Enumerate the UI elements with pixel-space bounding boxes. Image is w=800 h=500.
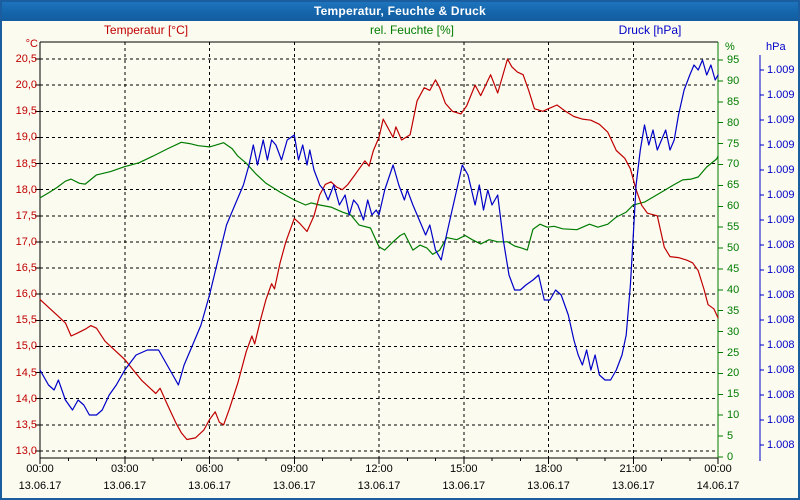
pressure-axis-tick-label: 1.008 <box>767 314 795 326</box>
legend-humidity: rel. Feuchte [%] <box>369 23 455 37</box>
humidity-axis-tick-label: 95 <box>727 54 740 66</box>
time-tick-label: 15:00 <box>449 463 478 475</box>
legend-pressure: Druck [hPa] <box>618 23 682 37</box>
temp-axis-tick-label: 17,0 <box>15 235 37 248</box>
title-bar[interactable]: Temperatur, Feuchte & Druck <box>2 2 798 21</box>
pressure-axis-tick-label: 1.008 <box>767 264 795 276</box>
temp-axis-tick-label: 15,5 <box>15 314 37 327</box>
pressure-axis-tick-label: 1.008 <box>767 439 795 451</box>
temp-axis-tick-label: 20,0 <box>15 79 37 92</box>
humidity-axis-tick-label: 35 <box>727 304 740 317</box>
temp-axis-tick-label: 19,5 <box>15 105 37 118</box>
date-tick-label: 13.06.17 <box>442 480 486 492</box>
temp-axis-tick-label: 19,0 <box>15 131 37 144</box>
humidity-axis-tick-label: 90 <box>727 74 740 87</box>
humidity-axis-tick-label: 70 <box>727 158 740 171</box>
pressure-axis-tick-label: 1.008 <box>767 414 795 426</box>
time-tick-label: 06:00 <box>195 463 224 475</box>
pressure-axis-tick-label: 1.008 <box>767 239 795 251</box>
temp-axis-tick-label: 14,0 <box>15 392 37 405</box>
time-tick-label: 09:00 <box>280 463 309 475</box>
temp-axis-tick-label: 15,0 <box>15 340 37 353</box>
temp-axis-tick-label: 13,5 <box>15 418 37 431</box>
humidity-axis-tick-label: 65 <box>727 179 740 192</box>
humidity-axis-tick-label: 10 <box>727 409 740 422</box>
temp-axis-tick-label: 13,0 <box>15 445 37 457</box>
date-tick-label: 13.06.17 <box>272 480 316 492</box>
humidity-axis-tick-label: 5 <box>727 430 734 443</box>
date-tick-label: 13.06.17 <box>188 480 231 492</box>
humidity-axis-tick-label: 0 <box>727 451 734 463</box>
pressure-axis-tick-label: 1.008 <box>767 389 795 401</box>
date-tick-label: 13.06.17 <box>103 480 147 492</box>
humidity-axis-tick-label: 45 <box>727 262 740 275</box>
pressure-axis-tick-label: 1.008 <box>767 289 795 301</box>
humidity-axis-tick-label: 75 <box>727 137 740 150</box>
temp-axis-tick-label: 17,5 <box>15 209 37 222</box>
pressure-axis-tick-label: 1.008 <box>767 339 795 351</box>
humidity-series-line <box>39 141 719 255</box>
humidity-axis-tick-label: 55 <box>727 221 740 234</box>
pressure-series-line <box>39 59 719 416</box>
temp-axis-tick-label: 14,5 <box>15 366 37 379</box>
pressure-axis-tick-label: 1.009 <box>767 114 795 126</box>
humidity-axis-tick-label: 80 <box>727 116 740 129</box>
date-tick-label: 14.06.17 <box>696 480 740 492</box>
time-tick-label: 18:00 <box>534 463 563 475</box>
pressure-axis-tick-label: 1.009 <box>767 139 795 151</box>
humidity-axis-tick-label: 30 <box>727 325 740 338</box>
time-tick-label: 03:00 <box>110 463 139 475</box>
pressure-axis-unit-label: hPa <box>766 41 786 53</box>
temp-axis-unit-label: °C <box>25 38 38 50</box>
humidity-axis-tick-label: 85 <box>727 95 740 108</box>
pressure-axis-tick-label: 1.009 <box>767 164 795 176</box>
time-tick-label: 00:00 <box>704 463 732 475</box>
humidity-axis-tick-label: 40 <box>727 283 740 296</box>
window-title: Temperatur, Feuchte & Druck <box>314 4 486 18</box>
legend-temperature: Temperatur [°C] <box>103 23 189 37</box>
pressure-axis-tick-label: 1.009 <box>767 64 795 76</box>
humidity-axis-tick-label: 60 <box>727 200 740 213</box>
temp-axis-tick-label: 18,0 <box>15 183 37 196</box>
humidity-axis-tick-label: 15 <box>727 388 740 401</box>
humidity-axis-tick-label: 20 <box>727 367 740 380</box>
time-tick-label: 00:00 <box>26 463 54 475</box>
pressure-axis-tick-label: 1.008 <box>767 364 795 376</box>
date-tick-label: 13.06.17 <box>527 480 570 492</box>
time-tick-label: 21:00 <box>619 463 648 475</box>
humidity-axis-unit-label: % <box>725 41 735 53</box>
time-tick-label: 12:00 <box>365 463 393 475</box>
temp-axis-tick-label: 20,5 <box>15 53 37 65</box>
temperature-series-line <box>39 58 719 441</box>
pressure-axis-tick-label: 1.009 <box>767 214 795 226</box>
date-tick-label: 13.06.17 <box>357 480 401 492</box>
temp-axis-tick-label: 16,5 <box>15 262 37 275</box>
pressure-axis-tick-label: 1.009 <box>767 189 795 201</box>
temp-axis-tick-label: 16,0 <box>15 288 37 301</box>
humidity-axis-tick-label: 25 <box>727 346 740 359</box>
pressure-axis-tick-label: 1.009 <box>767 89 795 101</box>
temp-axis-tick-label: 18,5 <box>15 157 37 170</box>
date-tick-label: 13.06.17 <box>18 480 62 492</box>
date-tick-label: 13.06.17 <box>611 480 655 492</box>
humidity-axis-tick-label: 50 <box>727 242 740 255</box>
